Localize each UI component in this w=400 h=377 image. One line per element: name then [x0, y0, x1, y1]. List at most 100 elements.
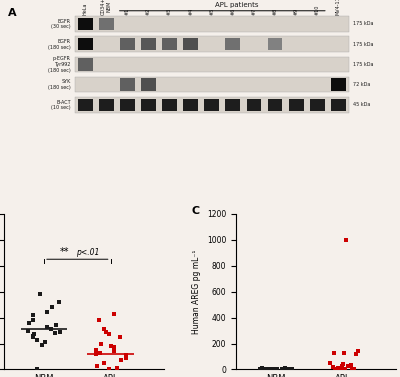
Text: SYK
(180 sec): SYK (180 sec)	[48, 79, 71, 90]
Text: EGFR
(30 sec): EGFR (30 sec)	[51, 18, 71, 29]
Point	[282, 365, 288, 371]
Point	[259, 365, 265, 371]
Text: CD34+
NBM: CD34+ NBM	[101, 0, 112, 15]
Text: 175 kDa: 175 kDa	[353, 21, 373, 26]
Point	[106, 366, 112, 372]
Text: #2: #2	[146, 8, 151, 15]
Point	[94, 363, 100, 369]
Point	[48, 326, 54, 332]
Point	[287, 366, 294, 372]
Point	[258, 366, 265, 372]
Point	[351, 366, 357, 372]
Point	[53, 322, 60, 328]
Bar	[226, 99, 240, 111]
Point	[348, 366, 355, 372]
Bar	[268, 38, 282, 51]
Bar	[162, 99, 177, 111]
Point	[101, 360, 107, 366]
Point	[92, 347, 99, 353]
Point	[56, 329, 63, 335]
Bar	[289, 99, 304, 111]
Text: 175 kDa: 175 kDa	[353, 42, 373, 47]
Point	[37, 291, 43, 297]
Point	[117, 334, 123, 340]
Bar	[331, 78, 346, 91]
Point	[29, 317, 36, 323]
Bar	[74, 97, 349, 113]
Point	[333, 366, 340, 372]
Text: #10: #10	[315, 4, 320, 15]
Point	[263, 366, 270, 372]
Point	[44, 323, 50, 329]
Text: HeLa: HeLa	[83, 2, 88, 15]
Point	[273, 366, 279, 372]
Point	[341, 350, 348, 356]
Point	[269, 366, 275, 372]
Point	[108, 343, 114, 349]
Bar	[183, 38, 198, 51]
Point	[29, 312, 36, 318]
Point	[338, 363, 345, 369]
Text: #4: #4	[188, 8, 193, 15]
Point	[93, 351, 99, 357]
Bar	[99, 18, 114, 30]
Point	[286, 366, 293, 372]
Text: C: C	[191, 206, 199, 216]
Point	[96, 349, 103, 356]
Bar	[120, 78, 135, 91]
Point	[257, 366, 263, 372]
Point	[106, 331, 112, 337]
Text: #3: #3	[167, 8, 172, 15]
Point	[44, 310, 50, 316]
Point	[335, 365, 342, 371]
Point	[279, 366, 285, 372]
Bar	[141, 78, 156, 91]
Point	[258, 366, 265, 372]
Point	[31, 331, 38, 337]
Text: 72 kDa: 72 kDa	[353, 82, 370, 87]
Point	[354, 348, 361, 354]
Bar	[331, 99, 346, 111]
Point	[103, 329, 110, 335]
Bar	[78, 58, 92, 70]
Point	[271, 366, 278, 372]
Point	[98, 340, 104, 346]
Point	[30, 334, 37, 340]
Text: A: A	[8, 8, 16, 18]
Point	[25, 328, 31, 334]
Point	[123, 355, 129, 361]
Point	[114, 365, 120, 371]
Point	[330, 349, 337, 356]
Bar	[120, 99, 135, 111]
Point	[30, 333, 36, 339]
Text: #6: #6	[230, 8, 235, 15]
Point	[118, 357, 124, 363]
Point	[273, 366, 279, 372]
Text: B-ACT
(10 sec): B-ACT (10 sec)	[51, 100, 71, 110]
Point	[265, 366, 272, 372]
Bar	[268, 99, 282, 111]
Bar	[310, 99, 325, 111]
Bar	[74, 37, 349, 52]
Point	[52, 330, 58, 336]
Text: EGFR
(180 sec): EGFR (180 sec)	[48, 39, 71, 50]
Bar	[74, 57, 349, 72]
Point	[111, 311, 118, 317]
Point	[280, 366, 287, 372]
Point	[26, 320, 32, 326]
Point	[266, 366, 272, 372]
Point	[283, 366, 289, 372]
Bar	[74, 16, 349, 32]
Point	[335, 366, 341, 372]
Point	[122, 352, 129, 358]
Text: #8: #8	[272, 8, 278, 15]
Text: #9: #9	[294, 8, 299, 15]
Text: APL patients: APL patients	[215, 2, 259, 8]
Bar	[226, 38, 240, 51]
Point	[42, 339, 48, 345]
Point	[343, 237, 349, 243]
Point	[289, 366, 295, 372]
Point	[34, 366, 40, 372]
Text: p<.01: p<.01	[76, 248, 99, 257]
Point	[56, 299, 62, 305]
